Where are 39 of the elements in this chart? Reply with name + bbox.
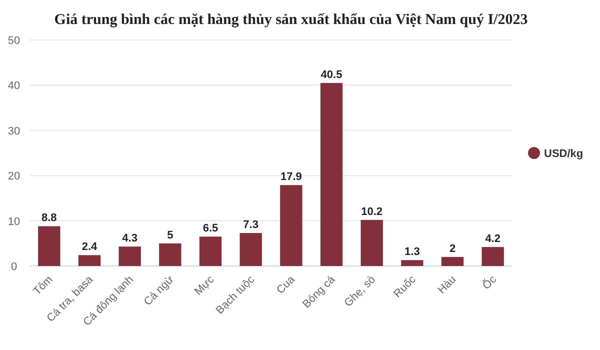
data-label: 2.4 bbox=[82, 241, 98, 254]
bar bbox=[240, 233, 262, 266]
data-label: 4.3 bbox=[122, 232, 138, 245]
y-tick-label: 10 bbox=[8, 216, 20, 228]
bar bbox=[38, 226, 60, 266]
bar bbox=[78, 255, 101, 266]
x-tick-label: Tôm bbox=[31, 274, 56, 298]
bar bbox=[159, 243, 182, 266]
data-label: 4.2 bbox=[485, 233, 500, 246]
bar bbox=[118, 246, 141, 266]
bar bbox=[360, 220, 383, 266]
x-tick-label: Hàu bbox=[436, 274, 459, 296]
x-tick-label: Ghẹ, sò bbox=[342, 274, 378, 310]
data-label: 40.5 bbox=[320, 68, 342, 81]
bar bbox=[320, 82, 343, 266]
data-label: 2 bbox=[449, 242, 456, 255]
data-label: 6.5 bbox=[202, 222, 218, 235]
y-tick-label: 30 bbox=[8, 125, 20, 138]
bar bbox=[441, 256, 464, 266]
y-tick-label: 0 bbox=[10, 261, 18, 273]
data-label: 8.8 bbox=[42, 212, 57, 224]
x-tick-label: Cá ngừ bbox=[142, 273, 177, 308]
data-label: 1.3 bbox=[404, 246, 420, 258]
bar bbox=[401, 260, 424, 266]
y-tick-label: 20 bbox=[8, 170, 20, 183]
bar bbox=[482, 247, 504, 266]
legend-label: USD/kg bbox=[544, 148, 584, 160]
bar bbox=[280, 185, 302, 266]
y-tick-label: 40 bbox=[8, 80, 20, 92]
x-tick-label: Ốc bbox=[480, 272, 500, 292]
bar bbox=[199, 236, 222, 266]
x-tick-label: Mực bbox=[192, 273, 217, 298]
data-label: 7.3 bbox=[243, 219, 258, 232]
data-label: 10.2 bbox=[361, 206, 383, 218]
chart-title: Giá trung bình các mặt hàng thủy sản xuất khẩu của Việt Nam quý I/2023 bbox=[54, 12, 528, 28]
data-label: 5 bbox=[167, 229, 174, 242]
data-label: 17.9 bbox=[280, 171, 302, 184]
y-tick-label: 50 bbox=[8, 35, 20, 47]
x-tick-label: Cua bbox=[274, 273, 298, 296]
